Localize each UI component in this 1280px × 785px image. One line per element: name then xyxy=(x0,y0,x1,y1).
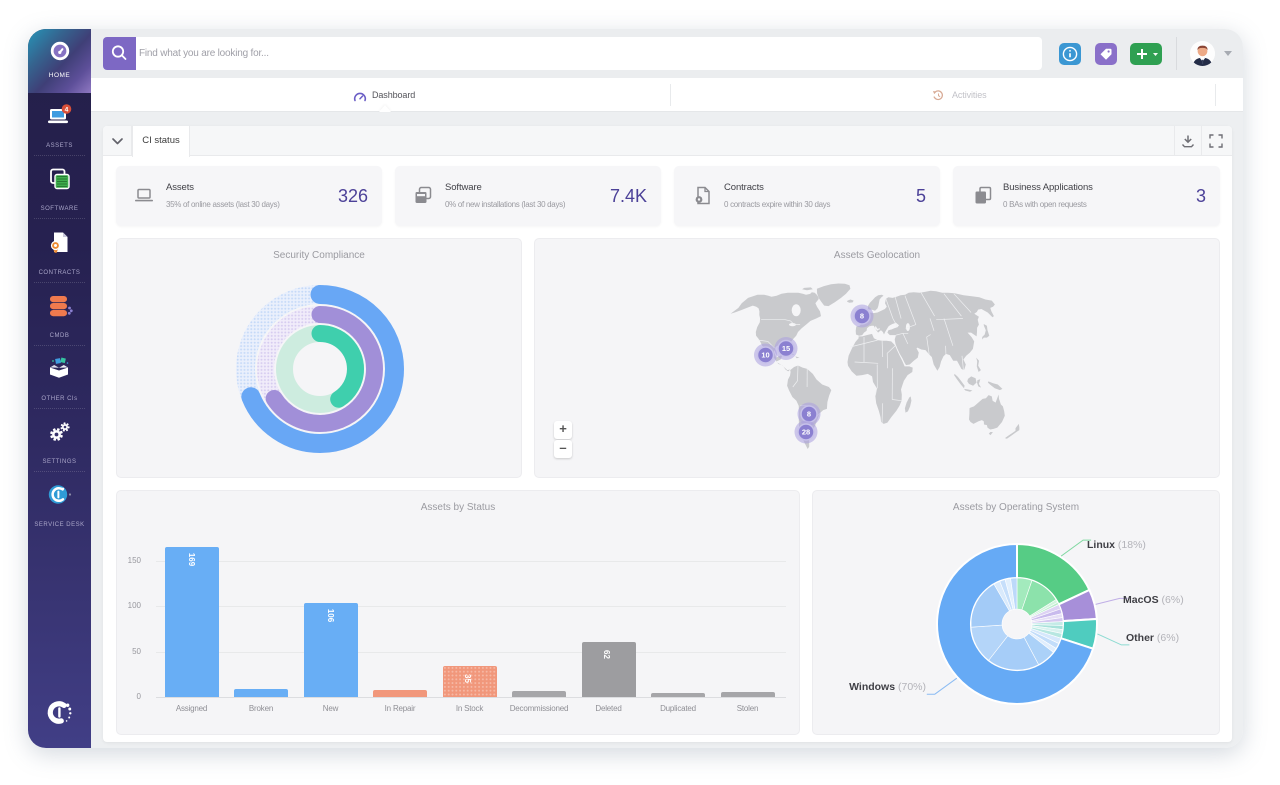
svg-text:4: 4 xyxy=(64,106,68,113)
svg-text:8: 8 xyxy=(807,410,811,419)
svg-text:10: 10 xyxy=(761,351,769,360)
svg-text:8: 8 xyxy=(860,312,864,321)
svg-text:28: 28 xyxy=(802,428,810,437)
svg-text:15: 15 xyxy=(782,344,790,353)
